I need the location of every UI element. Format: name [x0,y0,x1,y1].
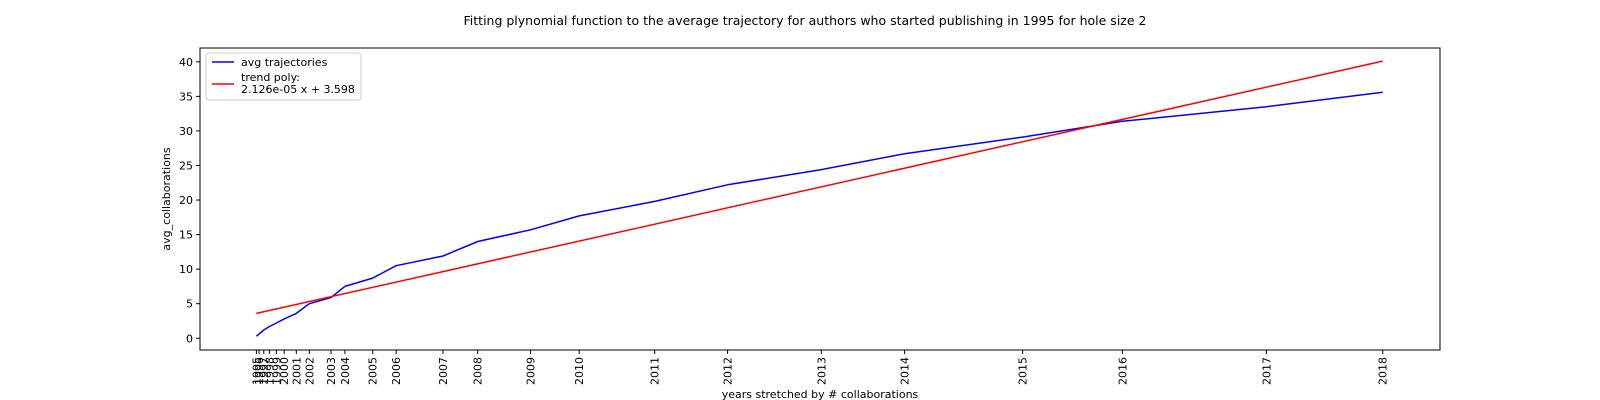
x-tick-label: 2008 [472,357,485,385]
y-tick-label: 15 [179,229,193,242]
x-tick-label: 1999 [270,357,283,385]
x-tick-label: 2010 [573,357,586,385]
x-tick-label: 2000 [278,357,291,385]
x-tick-label: 2014 [899,357,912,385]
x-tick-label: 2006 [390,357,403,385]
x-tick-label: 2016 [1116,357,1129,385]
plot-frame [199,47,1441,351]
x-tick-label: 2013 [815,357,828,385]
legend-frame [205,52,362,101]
x-tick-label: 2009 [525,357,538,385]
y-tick-label: 25 [179,159,193,172]
series-line-trend-poly [256,60,1383,315]
x-tick-label: 1995 [250,357,263,385]
x-tick-label: 2003 [325,357,338,385]
x-axis-label: years stretched by # collaborations [722,388,919,400]
x-tick-label: 2002 [303,357,316,385]
legend-label-trend-poly-line-2: 2.126e-05 x + 3.598 [241,83,355,96]
x-tick-label: 2001 [290,357,303,385]
x-tick-label: 1998 [263,357,276,385]
y-tick-label: 30 [179,125,193,138]
x-tick-label: 2004 [339,357,352,385]
y-axis: 0 5 10 15 20 25 30 35 40 [179,56,200,345]
x-tick-label: 2015 [1017,357,1030,385]
plot-series [255,60,1383,337]
series-line-avg-trajectories [255,91,1383,337]
y-axis-label: avg_collaborations [160,147,173,250]
x-tick-label: 2011 [649,357,662,385]
x-tick-label: 2017 [1260,357,1273,385]
y-tick-label: 35 [179,90,193,103]
x-tick-label: 1997 [258,357,271,385]
x-tick-label: 2007 [437,357,450,385]
x-tick-label: 2018 [1377,357,1390,385]
y-tick-label: 40 [179,56,193,69]
y-tick-label: 5 [186,298,193,311]
y-tick-label: 20 [179,194,193,207]
x-tick-label: 2012 [722,357,735,385]
x-tick-label: 2005 [367,357,380,385]
y-tick-label: 10 [179,263,193,276]
x-tick-label: 1996 [253,357,266,385]
legend-label-trend-poly-line-1: trend poly: [241,71,300,84]
chart-title: Fitting plynomial function to the averag… [464,13,1147,28]
legend: avg trajectories trend poly: 2.126e-05 x… [205,52,362,101]
y-tick-label: 0 [186,332,193,345]
legend-label-avg-trajectories: avg trajectories [241,56,328,69]
